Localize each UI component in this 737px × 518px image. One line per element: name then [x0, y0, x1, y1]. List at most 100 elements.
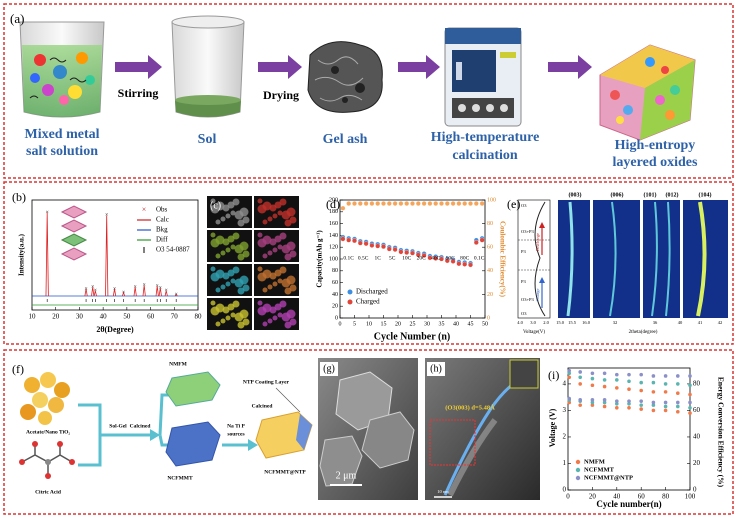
diagram-label: sources — [227, 431, 244, 437]
peak — [155, 286, 159, 297]
x-tick-label: 30 — [76, 313, 84, 321]
data-point — [375, 201, 381, 206]
efficiency-point — [578, 375, 582, 380]
panel-border — [3, 349, 734, 515]
data-point — [346, 201, 352, 206]
rate-label: 40C — [431, 255, 441, 261]
x-tick-label: 2.0 — [543, 320, 549, 325]
map-speckle — [262, 219, 268, 225]
voltage-point — [567, 396, 572, 401]
panel-label: (h) — [430, 363, 442, 374]
x-tick-label: 40 — [453, 321, 459, 327]
efficiency-point — [688, 374, 692, 378]
map-speckle — [239, 275, 249, 285]
rate-label: 20C — [417, 255, 427, 261]
y2-tick-label: 80 — [693, 380, 701, 388]
panel-label: (d) — [326, 197, 340, 211]
efficiency-point — [615, 372, 619, 377]
voltage-point — [602, 404, 607, 409]
map-speckle — [257, 198, 263, 204]
x-tick-label: 0 — [339, 321, 342, 327]
map-speckle — [279, 198, 287, 206]
map-speckle — [215, 235, 225, 245]
y-tick-label: 3 — [563, 406, 567, 414]
map-speckle — [239, 207, 249, 217]
efficiency-point — [663, 390, 668, 394]
rate-label: 0.1C — [343, 255, 354, 261]
data-point — [439, 256, 444, 262]
map-speckle — [232, 198, 240, 206]
map-speckle — [272, 247, 278, 253]
panel-border — [3, 3, 734, 179]
map-speckle — [225, 247, 231, 253]
sem-image — [318, 358, 418, 500]
map-speckle — [286, 207, 296, 217]
efficiency-point — [578, 370, 582, 374]
data-point — [433, 201, 439, 206]
efficiency-point — [663, 374, 668, 378]
beaker-mixed — [19, 21, 105, 118]
x-tick-label: 70 — [171, 313, 179, 321]
scale-label: 2 μm — [336, 470, 357, 481]
x-tick-label: 4.0 — [517, 320, 523, 325]
map-speckle — [257, 266, 263, 272]
map-speckle — [215, 287, 221, 293]
crystal-inset — [60, 205, 88, 261]
map-speckle — [232, 232, 240, 240]
map-speckle — [279, 232, 287, 240]
reflection-label: (012) — [666, 191, 679, 198]
x-tick-label: 50 — [123, 313, 131, 321]
peak — [105, 215, 109, 297]
y-tick-label: 140 — [329, 233, 338, 239]
data-point — [386, 201, 392, 206]
rate-label: 0.5C — [358, 255, 369, 261]
legend-label: Calc — [156, 216, 169, 224]
data-point — [421, 201, 427, 206]
data-point — [398, 249, 404, 255]
x-tick-label: 40 — [100, 313, 108, 321]
phase-label: P3 — [521, 249, 527, 254]
efficiency-point — [688, 392, 692, 397]
data-point — [357, 201, 363, 206]
legend-label: NMFM — [584, 458, 605, 465]
voltage-point — [615, 399, 619, 403]
map-speckle — [277, 210, 283, 216]
label-box — [320, 362, 338, 376]
step-label: layered oxides — [613, 155, 698, 170]
y-tick-label: 200 — [329, 197, 338, 203]
x-tick-label: 100 — [685, 493, 696, 501]
obs-marker: × — [45, 210, 48, 216]
voltage-point — [639, 399, 643, 403]
map-speckle — [286, 309, 296, 319]
map-speckle — [210, 300, 216, 306]
x-tick-label: 3.0 — [530, 320, 536, 325]
map-speckle — [220, 284, 226, 290]
map-speckle — [286, 275, 296, 285]
data-point — [421, 253, 427, 258]
x-tick-label: 80 — [662, 493, 670, 501]
step-label: Gel ash — [323, 132, 368, 147]
data-point — [375, 243, 381, 249]
x-tick-label: 20 — [52, 313, 60, 321]
diagram-label: Calcined — [252, 403, 273, 409]
data-point — [352, 201, 357, 206]
data-point — [398, 201, 404, 206]
map-speckle — [225, 213, 231, 219]
peak — [91, 287, 95, 297]
data-point — [462, 201, 468, 206]
voltage-point — [688, 411, 692, 415]
obs-marker: × — [142, 283, 145, 289]
mapping-grid — [207, 196, 299, 330]
efficiency-point — [590, 376, 595, 381]
scale-label: 10 nm — [437, 489, 449, 494]
peak — [112, 288, 117, 297]
data-point — [456, 201, 462, 206]
data-point — [427, 201, 433, 206]
y-tick-label: 4 — [563, 380, 567, 388]
obs-marker: × — [84, 286, 87, 292]
efficiency-point — [663, 382, 668, 386]
efficiency-point — [567, 371, 572, 376]
map-speckle — [262, 201, 272, 211]
step-label: High-entropy — [615, 138, 696, 153]
phase-label: O3+P3 — [521, 297, 535, 302]
